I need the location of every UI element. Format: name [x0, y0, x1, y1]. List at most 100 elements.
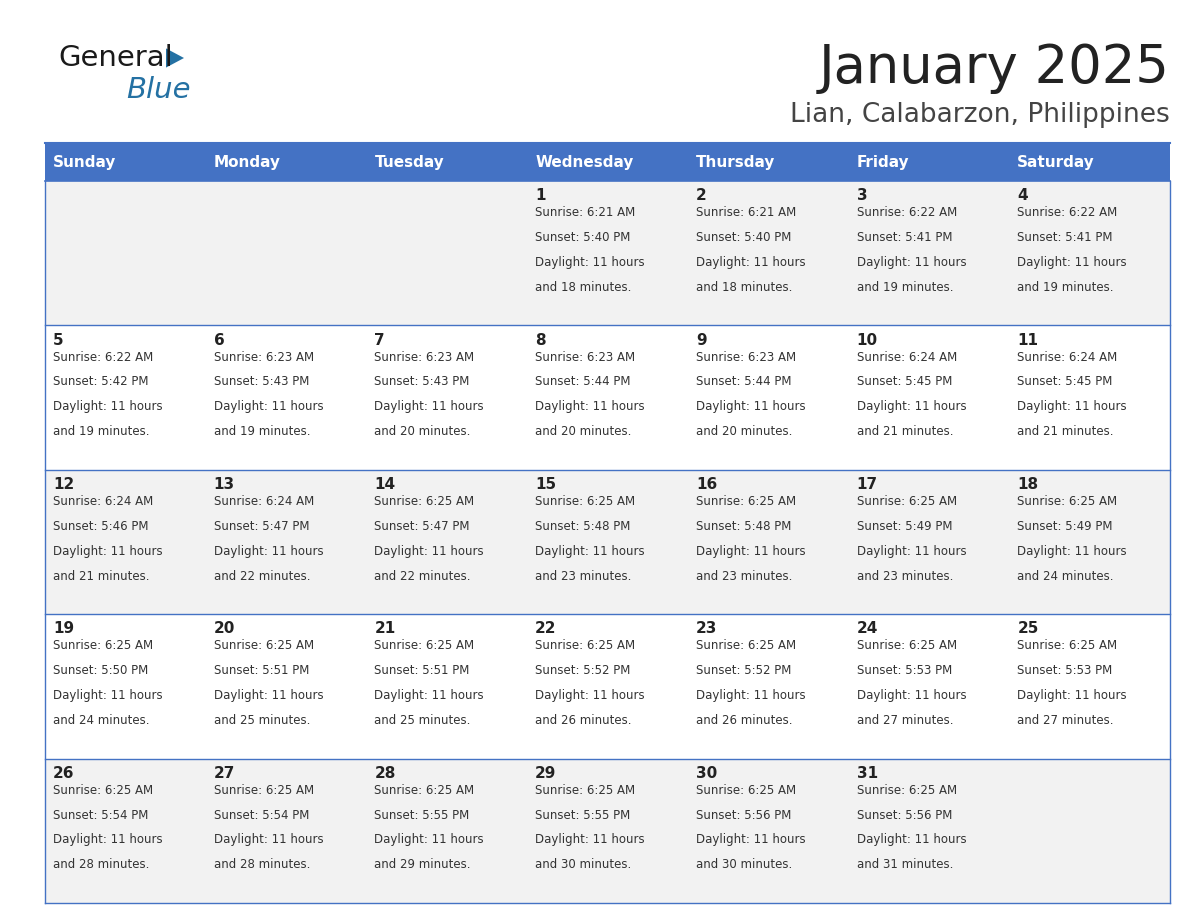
Bar [45, 181, 1170, 325]
Text: and 30 minutes.: and 30 minutes. [696, 858, 792, 871]
Text: and 18 minutes.: and 18 minutes. [696, 281, 792, 294]
Text: Sunrise: 6:25 AM: Sunrise: 6:25 AM [535, 640, 636, 653]
Text: Sunset: 5:51 PM: Sunset: 5:51 PM [214, 665, 309, 677]
Text: Daylight: 11 hours: Daylight: 11 hours [53, 834, 163, 846]
Text: Daylight: 11 hours: Daylight: 11 hours [1017, 689, 1127, 702]
Text: 19: 19 [53, 621, 74, 636]
Text: Sunset: 5:54 PM: Sunset: 5:54 PM [53, 809, 148, 822]
Text: Daylight: 11 hours: Daylight: 11 hours [857, 544, 966, 557]
Text: Sunrise: 6:23 AM: Sunrise: 6:23 AM [374, 351, 474, 364]
Text: Daylight: 11 hours: Daylight: 11 hours [214, 689, 323, 702]
Text: Daylight: 11 hours: Daylight: 11 hours [374, 400, 484, 413]
Text: and 20 minutes.: and 20 minutes. [535, 425, 632, 438]
Text: Daylight: 11 hours: Daylight: 11 hours [214, 400, 323, 413]
Text: Sunset: 5:41 PM: Sunset: 5:41 PM [857, 231, 952, 244]
Text: 25: 25 [1017, 621, 1038, 636]
Text: and 24 minutes.: and 24 minutes. [1017, 569, 1114, 583]
Text: Blue: Blue [126, 76, 190, 104]
Text: Sunset: 5:40 PM: Sunset: 5:40 PM [696, 231, 791, 244]
Text: Sunrise: 6:24 AM: Sunrise: 6:24 AM [53, 495, 153, 508]
Text: Sunrise: 6:25 AM: Sunrise: 6:25 AM [535, 784, 636, 797]
Text: Daylight: 11 hours: Daylight: 11 hours [53, 689, 163, 702]
Text: and 21 minutes.: and 21 minutes. [53, 569, 150, 583]
Text: and 25 minutes.: and 25 minutes. [374, 714, 470, 727]
Text: Daylight: 11 hours: Daylight: 11 hours [374, 689, 484, 702]
Text: and 26 minutes.: and 26 minutes. [535, 714, 632, 727]
Text: Sunrise: 6:25 AM: Sunrise: 6:25 AM [53, 784, 153, 797]
Text: and 27 minutes.: and 27 minutes. [1017, 714, 1114, 727]
Text: Sunset: 5:49 PM: Sunset: 5:49 PM [1017, 520, 1113, 532]
Text: Sunset: 5:40 PM: Sunset: 5:40 PM [535, 231, 631, 244]
Text: Daylight: 11 hours: Daylight: 11 hours [214, 834, 323, 846]
Text: Sunrise: 6:22 AM: Sunrise: 6:22 AM [857, 207, 956, 219]
Text: and 31 minutes.: and 31 minutes. [857, 858, 953, 871]
Text: 26: 26 [53, 766, 75, 781]
Text: Sunrise: 6:21 AM: Sunrise: 6:21 AM [535, 207, 636, 219]
Bar [1010, 143, 1170, 181]
Text: Saturday: Saturday [1017, 154, 1095, 170]
Text: 12: 12 [53, 477, 75, 492]
Text: Daylight: 11 hours: Daylight: 11 hours [857, 689, 966, 702]
Bar [45, 325, 1170, 470]
Text: and 19 minutes.: and 19 minutes. [53, 425, 150, 438]
Text: Sunset: 5:52 PM: Sunset: 5:52 PM [696, 665, 791, 677]
Text: Sunset: 5:53 PM: Sunset: 5:53 PM [857, 665, 952, 677]
Text: 22: 22 [535, 621, 557, 636]
Text: Monday: Monday [214, 154, 280, 170]
Text: and 30 minutes.: and 30 minutes. [535, 858, 632, 871]
Text: Sunrise: 6:24 AM: Sunrise: 6:24 AM [214, 495, 314, 508]
Text: Daylight: 11 hours: Daylight: 11 hours [374, 544, 484, 557]
Text: 10: 10 [857, 332, 878, 348]
Text: 4: 4 [1017, 188, 1028, 203]
Text: Daylight: 11 hours: Daylight: 11 hours [1017, 544, 1127, 557]
Text: Sunset: 5:55 PM: Sunset: 5:55 PM [535, 809, 631, 822]
Text: and 27 minutes.: and 27 minutes. [857, 714, 953, 727]
Text: 6: 6 [214, 332, 225, 348]
Text: Daylight: 11 hours: Daylight: 11 hours [535, 400, 645, 413]
Text: 5: 5 [53, 332, 64, 348]
Text: and 23 minutes.: and 23 minutes. [857, 569, 953, 583]
Text: Daylight: 11 hours: Daylight: 11 hours [857, 256, 966, 269]
Text: 17: 17 [857, 477, 878, 492]
Text: Sunrise: 6:25 AM: Sunrise: 6:25 AM [374, 640, 474, 653]
Text: Sunset: 5:45 PM: Sunset: 5:45 PM [1017, 375, 1113, 388]
Text: Sunrise: 6:25 AM: Sunrise: 6:25 AM [857, 784, 956, 797]
Text: Tuesday: Tuesday [374, 154, 444, 170]
Text: and 21 minutes.: and 21 minutes. [1017, 425, 1114, 438]
Text: Daylight: 11 hours: Daylight: 11 hours [214, 544, 323, 557]
Text: Sunset: 5:52 PM: Sunset: 5:52 PM [535, 665, 631, 677]
Text: and 18 minutes.: and 18 minutes. [535, 281, 632, 294]
Text: 20: 20 [214, 621, 235, 636]
Text: 31: 31 [857, 766, 878, 781]
Text: Sunrise: 6:25 AM: Sunrise: 6:25 AM [374, 784, 474, 797]
Text: Sunset: 5:55 PM: Sunset: 5:55 PM [374, 809, 469, 822]
Text: Sunrise: 6:25 AM: Sunrise: 6:25 AM [696, 784, 796, 797]
Text: Daylight: 11 hours: Daylight: 11 hours [535, 834, 645, 846]
Text: Daylight: 11 hours: Daylight: 11 hours [857, 834, 966, 846]
Text: 14: 14 [374, 477, 396, 492]
Text: Sunset: 5:56 PM: Sunset: 5:56 PM [696, 809, 791, 822]
Text: Sunrise: 6:22 AM: Sunrise: 6:22 AM [53, 351, 153, 364]
Text: Daylight: 11 hours: Daylight: 11 hours [1017, 256, 1127, 269]
Text: 2: 2 [696, 188, 707, 203]
Bar [45, 143, 206, 181]
Text: 1: 1 [535, 188, 545, 203]
Text: Sunrise: 6:25 AM: Sunrise: 6:25 AM [696, 640, 796, 653]
Text: 30: 30 [696, 766, 718, 781]
Text: Thursday: Thursday [696, 154, 776, 170]
Text: and 26 minutes.: and 26 minutes. [696, 714, 792, 727]
Text: and 23 minutes.: and 23 minutes. [696, 569, 792, 583]
Text: and 22 minutes.: and 22 minutes. [374, 569, 470, 583]
Text: and 22 minutes.: and 22 minutes. [214, 569, 310, 583]
Text: Sunset: 5:50 PM: Sunset: 5:50 PM [53, 665, 148, 677]
Text: Friday: Friday [857, 154, 909, 170]
Text: and 28 minutes.: and 28 minutes. [53, 858, 150, 871]
Text: and 25 minutes.: and 25 minutes. [214, 714, 310, 727]
Text: Sunrise: 6:25 AM: Sunrise: 6:25 AM [535, 495, 636, 508]
Text: Sunset: 5:49 PM: Sunset: 5:49 PM [857, 520, 952, 532]
Text: Sunset: 5:47 PM: Sunset: 5:47 PM [214, 520, 309, 532]
Text: Sunset: 5:53 PM: Sunset: 5:53 PM [1017, 665, 1113, 677]
Text: Sunrise: 6:21 AM: Sunrise: 6:21 AM [696, 207, 796, 219]
Text: and 21 minutes.: and 21 minutes. [857, 425, 953, 438]
Text: Daylight: 11 hours: Daylight: 11 hours [857, 400, 966, 413]
